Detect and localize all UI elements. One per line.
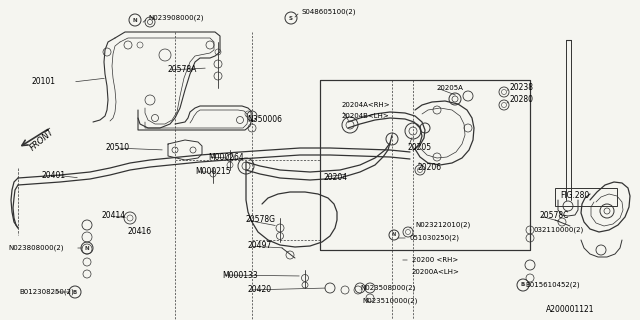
Text: 20238: 20238	[510, 84, 534, 92]
Text: 20101: 20101	[31, 77, 55, 86]
Text: N023908000(2): N023908000(2)	[148, 15, 204, 21]
Text: 032110000(2): 032110000(2)	[534, 227, 584, 233]
Text: 20578A: 20578A	[168, 66, 197, 75]
Bar	[320, 80, 530, 250]
Text: S048605100(2): S048605100(2)	[302, 9, 356, 15]
Text: 20578G: 20578G	[246, 215, 276, 225]
Text: N: N	[392, 233, 396, 237]
Text: N023212010(2): N023212010(2)	[415, 222, 470, 228]
Text: 20578C: 20578C	[540, 212, 570, 220]
Text: N023508000(2): N023508000(2)	[360, 285, 415, 291]
Text: 20200A<LH>: 20200A<LH>	[412, 269, 460, 275]
Text: 20204A<RH>: 20204A<RH>	[342, 102, 390, 108]
Text: B: B	[521, 283, 525, 287]
Text: 20414: 20414	[102, 212, 126, 220]
Text: N: N	[132, 18, 138, 22]
Text: 20401: 20401	[42, 171, 66, 180]
Text: 20205A: 20205A	[437, 85, 464, 91]
Text: 20510: 20510	[105, 143, 129, 153]
Text: 20497: 20497	[248, 242, 272, 251]
Text: M000264: M000264	[208, 153, 244, 162]
Text: 20205: 20205	[408, 143, 432, 153]
Text: M000133: M000133	[222, 270, 258, 279]
Text: A200001121: A200001121	[546, 306, 595, 315]
Text: N350006: N350006	[247, 116, 282, 124]
Text: B015610452(2): B015610452(2)	[525, 282, 580, 288]
Text: N: N	[84, 245, 90, 251]
Text: 20204: 20204	[324, 172, 348, 181]
Text: B012308250(2): B012308250(2)	[19, 289, 74, 295]
Text: FRONT: FRONT	[28, 127, 56, 153]
Text: M000215: M000215	[195, 167, 230, 177]
Text: 20416: 20416	[128, 228, 152, 236]
Text: FIG.280: FIG.280	[560, 191, 589, 201]
Text: 051030250(2): 051030250(2)	[410, 235, 460, 241]
Text: B: B	[73, 290, 77, 294]
Text: N023510000(2): N023510000(2)	[362, 298, 417, 304]
Text: S: S	[289, 15, 293, 20]
Text: 20420: 20420	[248, 285, 272, 294]
Text: N023808000(2): N023808000(2)	[8, 245, 63, 251]
Text: 20204B<LH>: 20204B<LH>	[342, 113, 390, 119]
Bar	[555, 188, 617, 206]
Text: 20280: 20280	[510, 95, 534, 105]
Text: 20206: 20206	[418, 163, 442, 172]
Text: 20200 <RH>: 20200 <RH>	[412, 257, 458, 263]
